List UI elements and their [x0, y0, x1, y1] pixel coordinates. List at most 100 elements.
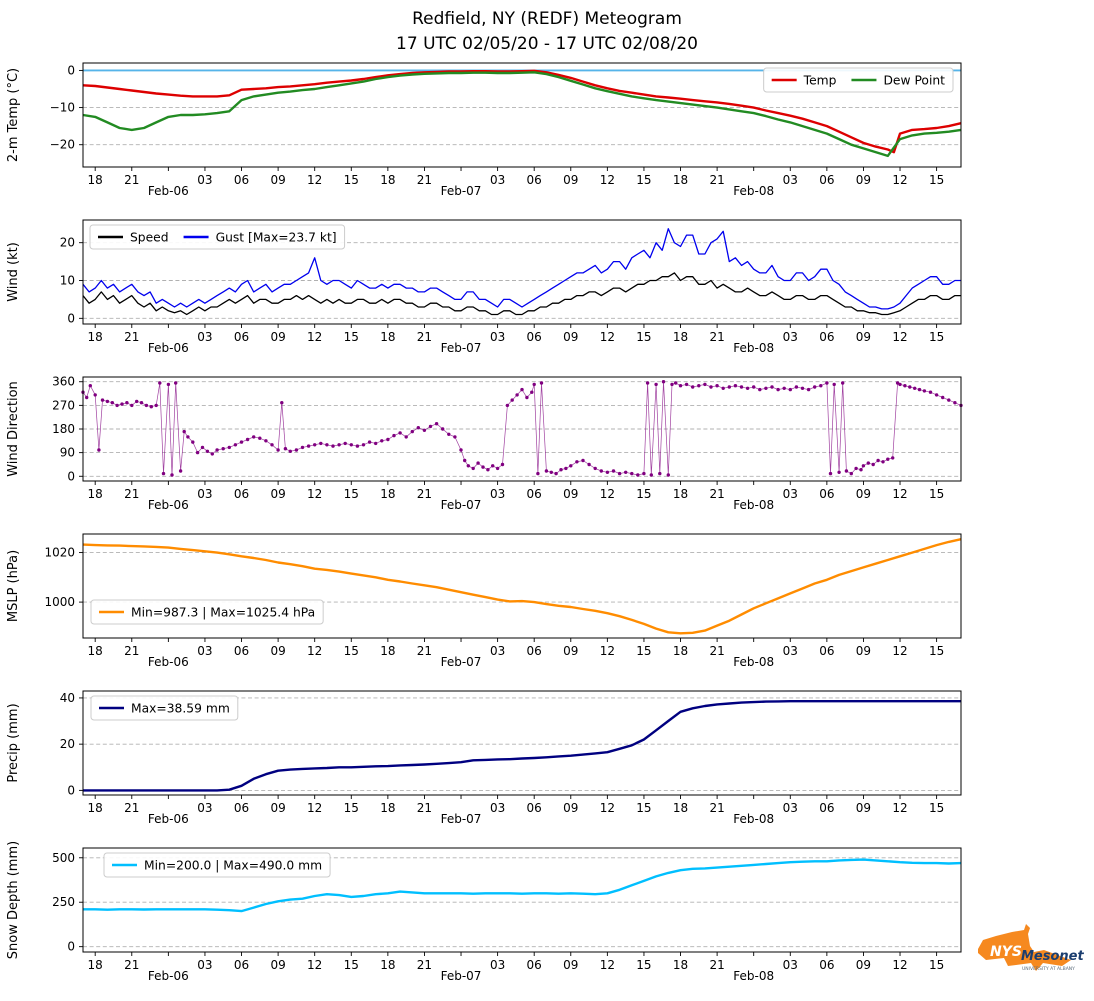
svg-text:15: 15 — [636, 801, 651, 815]
svg-text:500: 500 — [52, 851, 75, 865]
svg-text:180: 180 — [52, 422, 75, 436]
svg-text:21: 21 — [417, 958, 432, 972]
svg-text:12: 12 — [600, 173, 615, 187]
svg-text:06: 06 — [819, 330, 834, 344]
svg-text:12: 12 — [307, 487, 322, 501]
legend-frame — [89, 224, 346, 250]
panel-wind: 0 10 20 18 21 Feb-06 03 06 09 12 15 18 21 Feb-07 03 06 0… — [0, 214, 1094, 371]
svg-text:21: 21 — [124, 644, 139, 658]
svg-text:1020: 1020 — [44, 546, 75, 560]
svg-text:Feb-07: Feb-07 — [441, 341, 482, 355]
svg-text:03: 03 — [490, 801, 505, 815]
legend-label: Dew Point — [883, 74, 945, 88]
legend-frame — [90, 695, 239, 721]
snow-depth-chart: 0 250 500 18 21 Feb-06 03 06 09 12 15 18 21 Feb-07 03 0… — [6, 842, 962, 983]
svg-text:Feb-08: Feb-08 — [733, 812, 774, 826]
gridlines — [83, 552, 961, 603]
svg-text:21: 21 — [417, 801, 432, 815]
svg-text:Feb-07: Feb-07 — [441, 969, 482, 983]
legend-label: Min=200.0 | Max=490.0 mm — [144, 859, 322, 874]
svg-text:09: 09 — [563, 173, 578, 187]
svg-text:18: 18 — [673, 801, 688, 815]
logo-graphic: NYS Mesonet UNIVERSITY AT ALBANY — [978, 924, 1084, 972]
svg-text:03: 03 — [197, 644, 212, 658]
svg-text:12: 12 — [892, 801, 907, 815]
svg-text:09: 09 — [856, 330, 871, 344]
svg-text:03: 03 — [783, 487, 798, 501]
series — [83, 700, 961, 792]
legend: Speed Gust [Max=23.7 kt] — [89, 224, 346, 250]
svg-text:Feb-07: Feb-07 — [441, 184, 482, 198]
precip-line — [83, 700, 961, 792]
svg-text:21: 21 — [709, 644, 724, 658]
svg-text:09: 09 — [563, 330, 578, 344]
svg-text:15: 15 — [344, 958, 359, 972]
logo-mesonet-text: Mesonet — [1021, 949, 1084, 964]
svg-text:12: 12 — [892, 958, 907, 972]
panel-temperature: 0 −10 −20 18 21 Feb-06 03 06 09 12 15 18 21 Feb-07 03 0… — [0, 57, 1094, 214]
svg-text:06: 06 — [527, 958, 542, 972]
legend-label: Gust [Max=23.7 kt] — [216, 231, 337, 245]
speed-line — [82, 272, 961, 316]
svg-text:03: 03 — [197, 330, 212, 344]
panel-wind-direction: 0 90 180 270 360 18 21 Feb-06 03 06 09 12 15 18 21 Feb-… — [0, 371, 1094, 528]
snow-depth-line — [83, 858, 962, 913]
svg-text:18: 18 — [380, 487, 395, 501]
svg-text:18: 18 — [88, 958, 103, 972]
svg-text:18: 18 — [88, 644, 103, 658]
svg-text:09: 09 — [563, 644, 578, 658]
svg-text:03: 03 — [197, 173, 212, 187]
svg-text:09: 09 — [270, 487, 285, 501]
svg-text:0: 0 — [67, 63, 75, 77]
svg-text:18: 18 — [88, 487, 103, 501]
panel-precip: 0 20 40 18 21 Feb-06 03 06 09 12 15 18 21 Feb-07 03 06 0… — [0, 685, 1094, 842]
svg-text:Feb-08: Feb-08 — [733, 184, 774, 198]
svg-text:18: 18 — [380, 801, 395, 815]
svg-text:15: 15 — [636, 487, 651, 501]
wind-direction-connector — [82, 381, 962, 476]
svg-text:03: 03 — [197, 801, 212, 815]
svg-text:250: 250 — [52, 895, 75, 909]
svg-text:18: 18 — [380, 330, 395, 344]
axis-ticks-and-labels: 0 10 20 18 21 Feb-06 03 06 09 12 15 18 21 Feb-07 03 06 0… — [60, 236, 945, 355]
axis-ticks-and-labels: 0 −10 −20 18 21 Feb-06 03 06 09 12 15 18 21 Feb-07 03 0… — [50, 63, 945, 198]
svg-text:12: 12 — [307, 801, 322, 815]
wind-direction-points — [81, 380, 963, 477]
svg-text:18: 18 — [673, 487, 688, 501]
svg-text:06: 06 — [234, 173, 249, 187]
svg-text:15: 15 — [636, 173, 651, 187]
svg-text:Feb-06: Feb-06 — [148, 812, 189, 826]
svg-text:Feb-06: Feb-06 — [148, 498, 189, 512]
chart-title: Redfield, NY (REDF) Meteogram 17 UTC 02/… — [0, 0, 1094, 57]
svg-text:09: 09 — [270, 330, 285, 344]
svg-text:21: 21 — [709, 487, 724, 501]
svg-text:12: 12 — [892, 487, 907, 501]
legend-label: Min=987.3 | Max=1025.4 hPa — [131, 606, 315, 621]
svg-text:12: 12 — [600, 644, 615, 658]
svg-text:18: 18 — [380, 958, 395, 972]
svg-text:06: 06 — [819, 644, 834, 658]
logo-tagline-text: UNIVERSITY AT ALBANY — [1022, 966, 1075, 972]
nys-mesonet-logo: NYS Mesonet UNIVERSITY AT ALBANY — [974, 919, 1084, 983]
svg-text:21: 21 — [124, 173, 139, 187]
svg-text:06: 06 — [527, 173, 542, 187]
plot-frame — [82, 62, 962, 168]
svg-text:03: 03 — [490, 958, 505, 972]
series — [83, 858, 962, 913]
svg-text:15: 15 — [636, 330, 651, 344]
svg-text:Feb-06: Feb-06 — [148, 184, 189, 198]
svg-text:Feb-07: Feb-07 — [441, 812, 482, 826]
gust-line — [82, 228, 961, 310]
svg-text:12: 12 — [307, 173, 322, 187]
series — [81, 380, 963, 477]
y-axis-label: Precip (mm) — [6, 703, 21, 782]
svg-text:15: 15 — [344, 173, 359, 187]
svg-text:90: 90 — [60, 446, 75, 460]
gridlines — [83, 381, 961, 477]
svg-text:06: 06 — [819, 801, 834, 815]
svg-text:03: 03 — [490, 330, 505, 344]
svg-text:18: 18 — [88, 173, 103, 187]
svg-text:18: 18 — [380, 644, 395, 658]
